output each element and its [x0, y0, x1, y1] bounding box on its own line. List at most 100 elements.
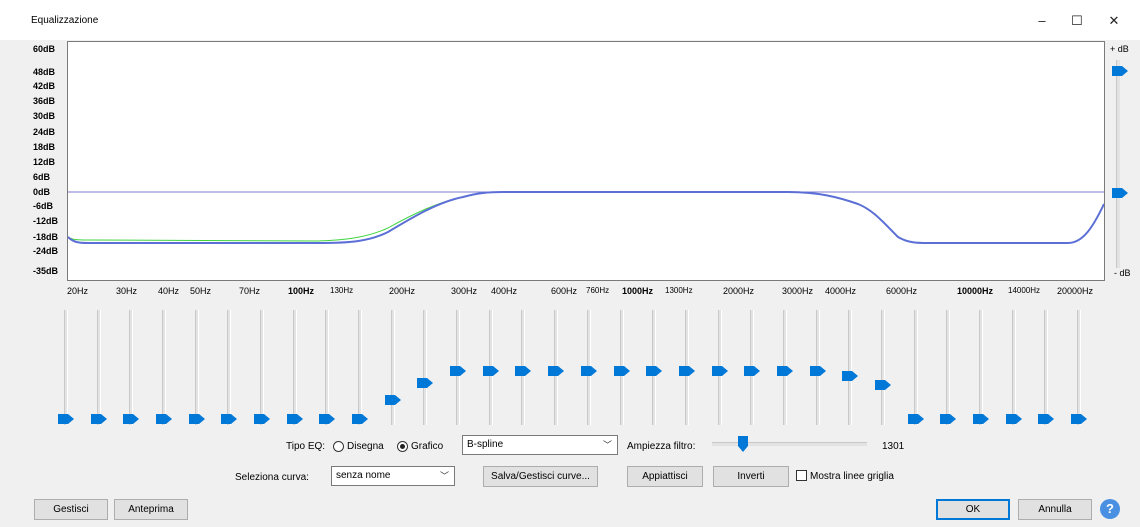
band-slider-thumb[interactable]: [156, 414, 172, 424]
band-slider-thumb[interactable]: [1071, 414, 1087, 424]
band-slider-thumb[interactable]: [1038, 414, 1054, 424]
band-slider-thumb[interactable]: [581, 366, 597, 376]
band-slider-track[interactable]: [1044, 310, 1048, 425]
band-slider-thumb[interactable]: [973, 414, 989, 424]
interpolation-value: B-spline: [467, 439, 504, 450]
frequency-tick-label: 1000Hz: [622, 286, 654, 296]
band-slider-track[interactable]: [195, 310, 199, 425]
band-slider-thumb[interactable]: [908, 414, 924, 424]
radio-draw-label[interactable]: Disegna: [347, 441, 384, 452]
band-slider-thumb[interactable]: [417, 378, 433, 388]
band-slider-track[interactable]: [914, 310, 918, 425]
frequency-tick-label: 400Hz: [491, 286, 518, 296]
band-slider-thumb[interactable]: [58, 414, 74, 424]
band-slider-thumb[interactable]: [287, 414, 303, 424]
band-slider-track[interactable]: [881, 310, 885, 425]
manage-button[interactable]: Gestisci: [34, 499, 108, 520]
band-slider-thumb[interactable]: [123, 414, 139, 424]
band-slider-thumb[interactable]: [385, 395, 401, 405]
db-tick-label: -6dB: [33, 201, 53, 211]
band-slider-thumb[interactable]: [646, 366, 662, 376]
band-slider-thumb[interactable]: [875, 380, 891, 390]
db-tick-label: 18dB: [33, 142, 56, 152]
band-slider-track[interactable]: [97, 310, 101, 425]
band-slider-thumb[interactable]: [254, 414, 270, 424]
frequency-tick-label: 760Hz: [586, 286, 610, 295]
band-slider-thumb[interactable]: [744, 366, 760, 376]
maximize-icon[interactable]: ☐: [1071, 13, 1083, 28]
band-slider-thumb[interactable]: [842, 371, 858, 381]
band-slider-track[interactable]: [946, 310, 950, 425]
db-tick-label: -24dB: [33, 246, 59, 256]
interpolation-select[interactable]: B-spline ﹀: [462, 435, 618, 455]
grid-lines-checkbox[interactable]: [796, 470, 807, 481]
radio-draw[interactable]: [333, 441, 344, 452]
band-slider-thumb[interactable]: [810, 366, 826, 376]
band-slider-thumb[interactable]: [319, 414, 335, 424]
frequency-tick-label: 1300Hz: [665, 286, 693, 295]
band-slider-thumb[interactable]: [352, 414, 368, 424]
radio-graphic[interactable]: [397, 441, 408, 452]
band-slider-thumb[interactable]: [1006, 414, 1022, 424]
db-tick-label: 30dB: [33, 111, 56, 121]
band-slider-track[interactable]: [848, 310, 852, 425]
eq-graph[interactable]: [67, 41, 1105, 281]
band-slider-track[interactable]: [162, 310, 166, 425]
invert-button[interactable]: Inverti: [713, 466, 789, 487]
band-slider-track[interactable]: [1012, 310, 1016, 425]
band-slider-track[interactable]: [358, 310, 362, 425]
gain-max-slider-thumb[interactable]: [1112, 66, 1128, 76]
curve-select[interactable]: senza nome ﹀: [331, 466, 455, 486]
band-slider-track[interactable]: [260, 310, 264, 425]
band-slider-track[interactable]: [423, 310, 427, 425]
title-bar: Equalizzazione – ☐ ✕: [0, 0, 1140, 40]
band-slider-thumb[interactable]: [221, 414, 237, 424]
gain-slider-track[interactable]: [1116, 60, 1120, 268]
grid-lines-label[interactable]: Mostra linee griglia: [810, 471, 894, 482]
band-slider-thumb[interactable]: [940, 414, 956, 424]
band-slider-thumb[interactable]: [91, 414, 107, 424]
band-slider-track[interactable]: [325, 310, 329, 425]
save-manage-curves-button[interactable]: Salva/Gestisci curve...: [483, 466, 598, 487]
db-tick-label: 6dB: [33, 172, 51, 182]
frequency-tick-label: 3000Hz: [782, 286, 814, 296]
frequency-tick-label: 20000Hz: [1057, 286, 1094, 296]
band-slider-thumb[interactable]: [483, 366, 499, 376]
radio-graphic-label[interactable]: Grafico: [411, 441, 444, 452]
flatten-button[interactable]: Appiattisci: [627, 466, 703, 487]
band-slider-thumb[interactable]: [189, 414, 205, 424]
eq-curve-canvas[interactable]: [68, 42, 1104, 280]
close-icon[interactable]: ✕: [1108, 13, 1120, 28]
help-icon[interactable]: ?: [1100, 499, 1120, 519]
band-slider-track[interactable]: [129, 310, 133, 425]
band-slider-thumb[interactable]: [450, 366, 466, 376]
band-slider-thumb[interactable]: [614, 366, 630, 376]
band-slider-track[interactable]: [1077, 310, 1081, 425]
frequency-tick-label: 10000Hz: [957, 286, 994, 296]
band-slider-thumb[interactable]: [679, 366, 695, 376]
preview-button[interactable]: Anteprima: [114, 499, 188, 520]
gain-max-label: + dB: [1110, 44, 1129, 54]
cancel-button[interactable]: Annulla: [1018, 499, 1092, 520]
band-slider-thumb[interactable]: [712, 366, 728, 376]
band-slider-thumb[interactable]: [548, 366, 564, 376]
filter-width-slider[interactable]: [712, 442, 867, 446]
band-slider-thumb[interactable]: [515, 366, 531, 376]
minimize-icon[interactable]: –: [1038, 13, 1046, 28]
frequency-tick-label: 20Hz: [67, 286, 89, 296]
db-tick-label: 36dB: [33, 96, 56, 106]
window-title: Equalizzazione: [31, 15, 99, 26]
band-slider-track[interactable]: [293, 310, 297, 425]
db-tick-label: 60dB: [33, 44, 56, 54]
db-tick-label: 24dB: [33, 127, 56, 137]
band-slider-track[interactable]: [979, 310, 983, 425]
filter-width-slider-thumb[interactable]: [738, 436, 748, 452]
gain-min-slider-thumb[interactable]: [1112, 188, 1128, 198]
curve-value: senza nome: [336, 470, 391, 481]
band-slider-thumb[interactable]: [777, 366, 793, 376]
band-slider-track[interactable]: [391, 310, 395, 425]
band-slider-track[interactable]: [227, 310, 231, 425]
eq-curve-target: [68, 191, 1104, 244]
ok-button[interactable]: OK: [936, 499, 1010, 520]
band-slider-track[interactable]: [64, 310, 68, 425]
